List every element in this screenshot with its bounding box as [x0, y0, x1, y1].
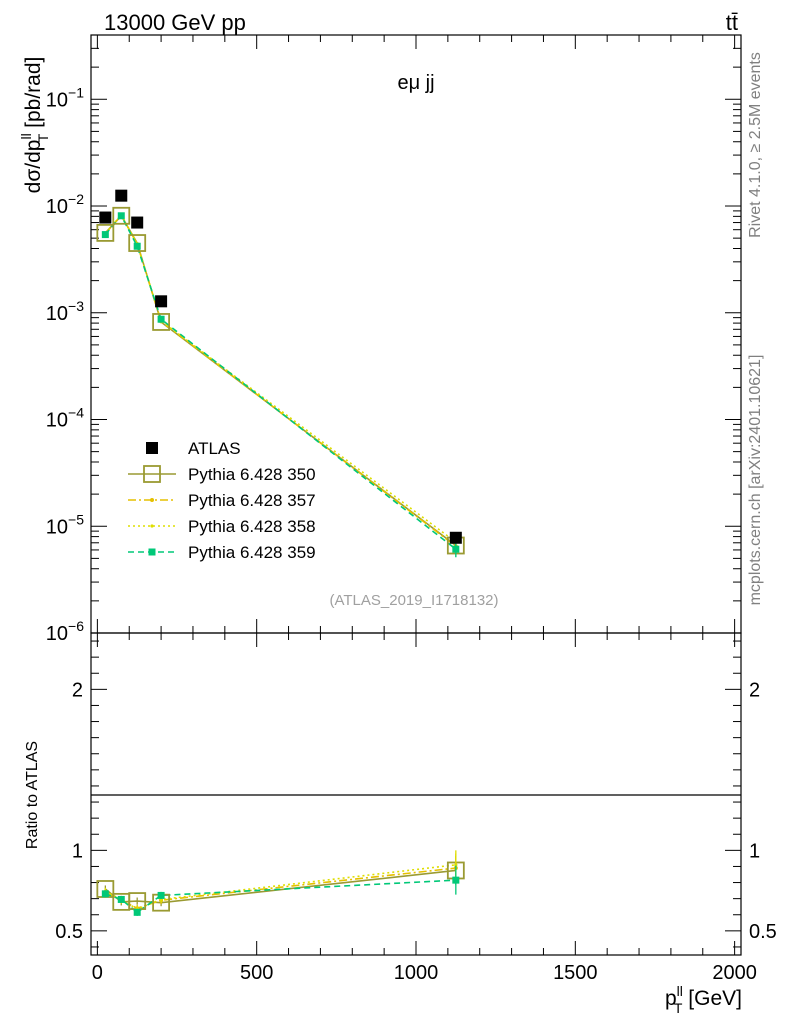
ratio-series-marks	[96, 850, 465, 916]
ratio-y-tick-label-right: 2	[749, 679, 760, 701]
ratio-series-lines	[104, 864, 456, 914]
ratio-axis-ticks: 0.5 0.5 1 1 2 2 0 500 1000 1500 2000	[55, 633, 777, 984]
atlas-point	[115, 189, 128, 202]
ratio-y-tick-label: 2	[72, 679, 83, 701]
ratio-point	[101, 890, 109, 898]
legend-marker	[146, 442, 158, 454]
atlas-point	[131, 216, 144, 229]
main-y-tick-label: 10−2	[46, 191, 84, 218]
ratio-point	[454, 863, 458, 867]
x-tick-label: 1500	[553, 962, 598, 984]
legend-marker	[143, 465, 161, 483]
x-tick-label: 500	[240, 962, 273, 984]
process-label: tt̄	[726, 10, 738, 35]
main-point	[117, 212, 125, 220]
main-point	[96, 223, 115, 242]
ratio-plot-frame	[90, 632, 742, 956]
x-axis-label: pll T [GeV]	[665, 983, 742, 1016]
legend-marker	[148, 548, 156, 556]
main-y-tick-label: 10−4	[46, 405, 84, 432]
ratio-y-tick-label-right: 0.5	[749, 921, 777, 943]
main-y-tick-label: 10−5	[46, 511, 84, 538]
main-series-line	[104, 213, 457, 543]
ratio-point	[133, 908, 141, 916]
ratio-y-tick-label-right: 1	[749, 840, 760, 862]
main-point	[112, 206, 131, 225]
main-annotation: eμ jj	[397, 72, 434, 94]
legend: ATLAS Pythia 6.428 350 Pythia 6.428 357 Pyt…	[128, 439, 316, 562]
main-point	[157, 315, 165, 323]
ratio-point	[117, 895, 125, 903]
legend-label: Pythia 6.428 358	[188, 517, 316, 536]
legend-label: ATLAS	[188, 439, 241, 458]
legend-marker	[150, 524, 154, 528]
ratio-y-tick-label: 1	[72, 840, 83, 862]
legend-label: Pythia 6.428 357	[188, 491, 316, 510]
rivet-info: Rivet 4.1.0, ≥ 2.5M events	[747, 52, 764, 238]
main-series-marks	[96, 189, 465, 558]
main-panel: 10−1 10−2 10−3 10−4 10−5 10−6 eμ jj (ATLAS_20…	[18, 34, 742, 645]
x-tick-label: 0	[92, 962, 103, 984]
main-point	[152, 313, 170, 331]
x-tick-label: 1000	[394, 962, 439, 984]
main-y-tick-label: 10−6	[46, 618, 84, 645]
main-point	[128, 234, 147, 252]
x-tick-label: 2000	[712, 962, 757, 984]
ratio-series-line	[105, 879, 456, 914]
ratio-y-tick-label: 0.5	[55, 921, 83, 943]
legend-marker	[150, 498, 154, 502]
atlas-point	[155, 295, 168, 308]
ratio-panel: 0.5 0.5 1 1 2 2 0 500 1000 1500 2000 Ratio to ATLA…	[24, 632, 777, 1016]
main-watermark: (ATLAS_2019_I1718132)	[329, 592, 498, 609]
main-y-tick-label: 10−3	[46, 298, 84, 325]
main-y-tick-label: 10−1	[46, 84, 84, 111]
main-point	[101, 231, 109, 239]
main-point	[133, 242, 141, 250]
atlas-point	[99, 211, 112, 224]
mcplots-info: mcplots.cern.ch [arXiv:2401.10621]	[747, 355, 764, 606]
main-y-axis-label: dσ/dpllT [pb/rad]	[18, 57, 51, 194]
ratio-point	[157, 891, 165, 899]
main-series-line	[104, 214, 457, 550]
legend-label: Pythia 6.428 350	[188, 465, 316, 484]
ratio-y-axis-label: Ratio to ATLAS	[24, 741, 41, 849]
energy-label: 13000 GeV pp	[104, 10, 246, 35]
main-axis-ticks: 10−1 10−2 10−3 10−4 10−5 10−6	[46, 34, 741, 645]
legend-label: Pythia 6.428 359	[188, 543, 316, 562]
atlas-point	[449, 531, 462, 544]
ratio-point	[452, 876, 460, 884]
